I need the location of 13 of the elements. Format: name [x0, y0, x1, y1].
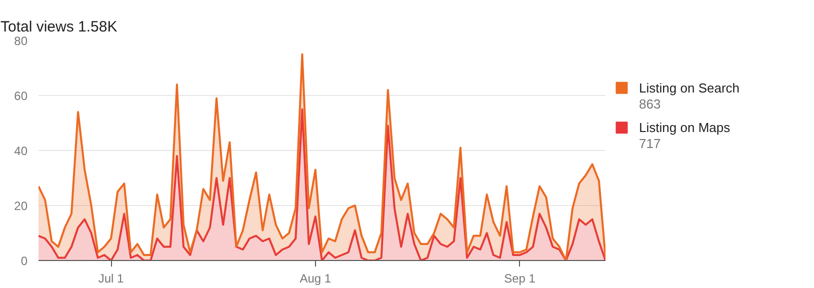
- chart-title: Total views 1.58K: [0, 18, 118, 36]
- text: 863: [639, 96, 661, 112]
- x-tick-label: Aug 1: [300, 272, 332, 286]
- text: 717: [639, 136, 661, 152]
- x-tick-label: Sep 1: [504, 272, 536, 286]
- y-tick-label: 80: [14, 34, 28, 48]
- y-tick-label: 0: [20, 254, 28, 268]
- legend-label: Listing on Search: [639, 80, 740, 96]
- legend-label: Listing on Maps: [639, 120, 731, 136]
- y-tick-label: 20: [14, 199, 28, 213]
- x-tick-label: Jul 1: [98, 272, 124, 286]
- y-tick-label: 40: [14, 144, 28, 158]
- y-tick-label: 60: [14, 89, 28, 103]
